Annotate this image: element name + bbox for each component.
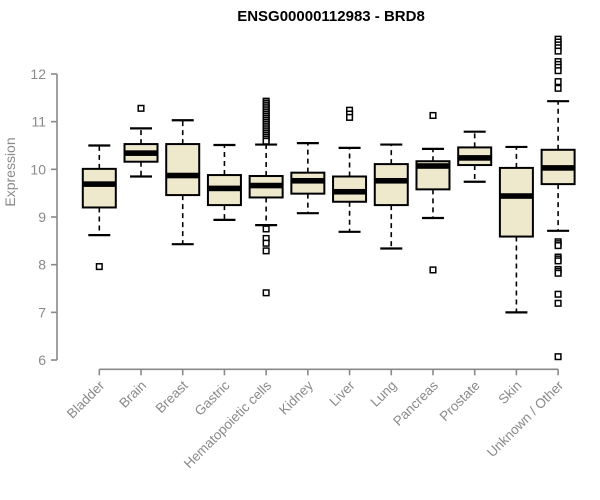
- median-line: [82, 181, 116, 187]
- y-tick-label: 7: [38, 304, 46, 320]
- y-tick-label: 11: [31, 114, 46, 130]
- box-layer: [81, 35, 576, 361]
- chart-title: ENSG00000112983 - BRD8: [237, 8, 425, 25]
- outlier-point: [262, 137, 270, 145]
- outlier-point: [554, 299, 562, 307]
- outlier-point: [95, 263, 103, 271]
- x-tick-label: Brain: [116, 378, 149, 411]
- median-line: [249, 182, 283, 189]
- boxplot-breast: [165, 119, 201, 246]
- boxplot-bladder: [81, 144, 117, 271]
- outlier-point: [262, 247, 270, 255]
- iqr-box: [373, 163, 409, 207]
- median-line: [124, 150, 158, 156]
- median-line: [416, 163, 450, 169]
- outlier-point: [554, 47, 562, 55]
- y-tick-label: 10: [30, 161, 46, 177]
- iqr-box: [498, 166, 534, 238]
- median-line: [499, 193, 533, 199]
- boxplot-lung: [373, 143, 409, 250]
- y-tick-label: 6: [38, 352, 46, 368]
- boxplot-unknown-other: [540, 35, 576, 361]
- median-line: [207, 185, 241, 192]
- y-axis-label: Expression: [2, 137, 18, 206]
- outlier-point: [429, 266, 437, 274]
- outlier-point: [554, 67, 562, 75]
- outlier-point: [262, 239, 270, 247]
- boxplot-skin: [498, 145, 534, 314]
- outlier-point: [554, 353, 562, 361]
- x-tick-label: Breast: [153, 378, 191, 416]
- boxplot-prostate: [457, 130, 493, 183]
- x-tick-label: Liver: [326, 377, 358, 409]
- x-tick-label: Kidney: [276, 378, 316, 418]
- x-tick-label: Skin: [495, 378, 524, 407]
- iqr-box: [165, 143, 201, 197]
- outlier-point: [346, 113, 354, 121]
- outlier-point: [554, 257, 562, 265]
- median-line: [291, 177, 325, 184]
- median-line: [374, 177, 408, 184]
- outlier-point: [137, 104, 145, 112]
- boxplot-gastric: [206, 143, 242, 221]
- y-tick-label: 9: [38, 209, 46, 225]
- outlier-point: [262, 289, 270, 297]
- median-line: [458, 155, 492, 161]
- iqr-box: [81, 167, 117, 209]
- boxplot-liver: [332, 106, 368, 233]
- outlier-point: [554, 242, 562, 250]
- median-line: [166, 172, 200, 179]
- outlier-point: [262, 225, 270, 233]
- outlier-point: [554, 290, 562, 298]
- y-tick-label: 8: [38, 257, 46, 273]
- median-line: [333, 188, 367, 195]
- outlier-point: [429, 111, 437, 120]
- boxplot-hematopoietic-cells: [248, 97, 284, 297]
- x-tick-label: Gastric: [192, 378, 233, 419]
- y-tick-label: 12: [30, 66, 46, 82]
- boxplot-brain: [123, 104, 159, 178]
- x-tick-label: Unknown / Other: [484, 377, 567, 460]
- boxplot-pancreas: [415, 111, 451, 274]
- outlier-point: [554, 78, 562, 86]
- x-tick-label: Lung: [368, 378, 400, 410]
- x-tick-label: Bladder: [64, 377, 108, 421]
- outlier-point: [554, 269, 562, 277]
- x-tick-label: Pancreas: [390, 378, 441, 429]
- outlier-point: [554, 84, 562, 92]
- boxplot-kidney: [290, 142, 326, 215]
- x-tick-label: Prostate: [437, 378, 483, 424]
- median-line: [541, 165, 575, 171]
